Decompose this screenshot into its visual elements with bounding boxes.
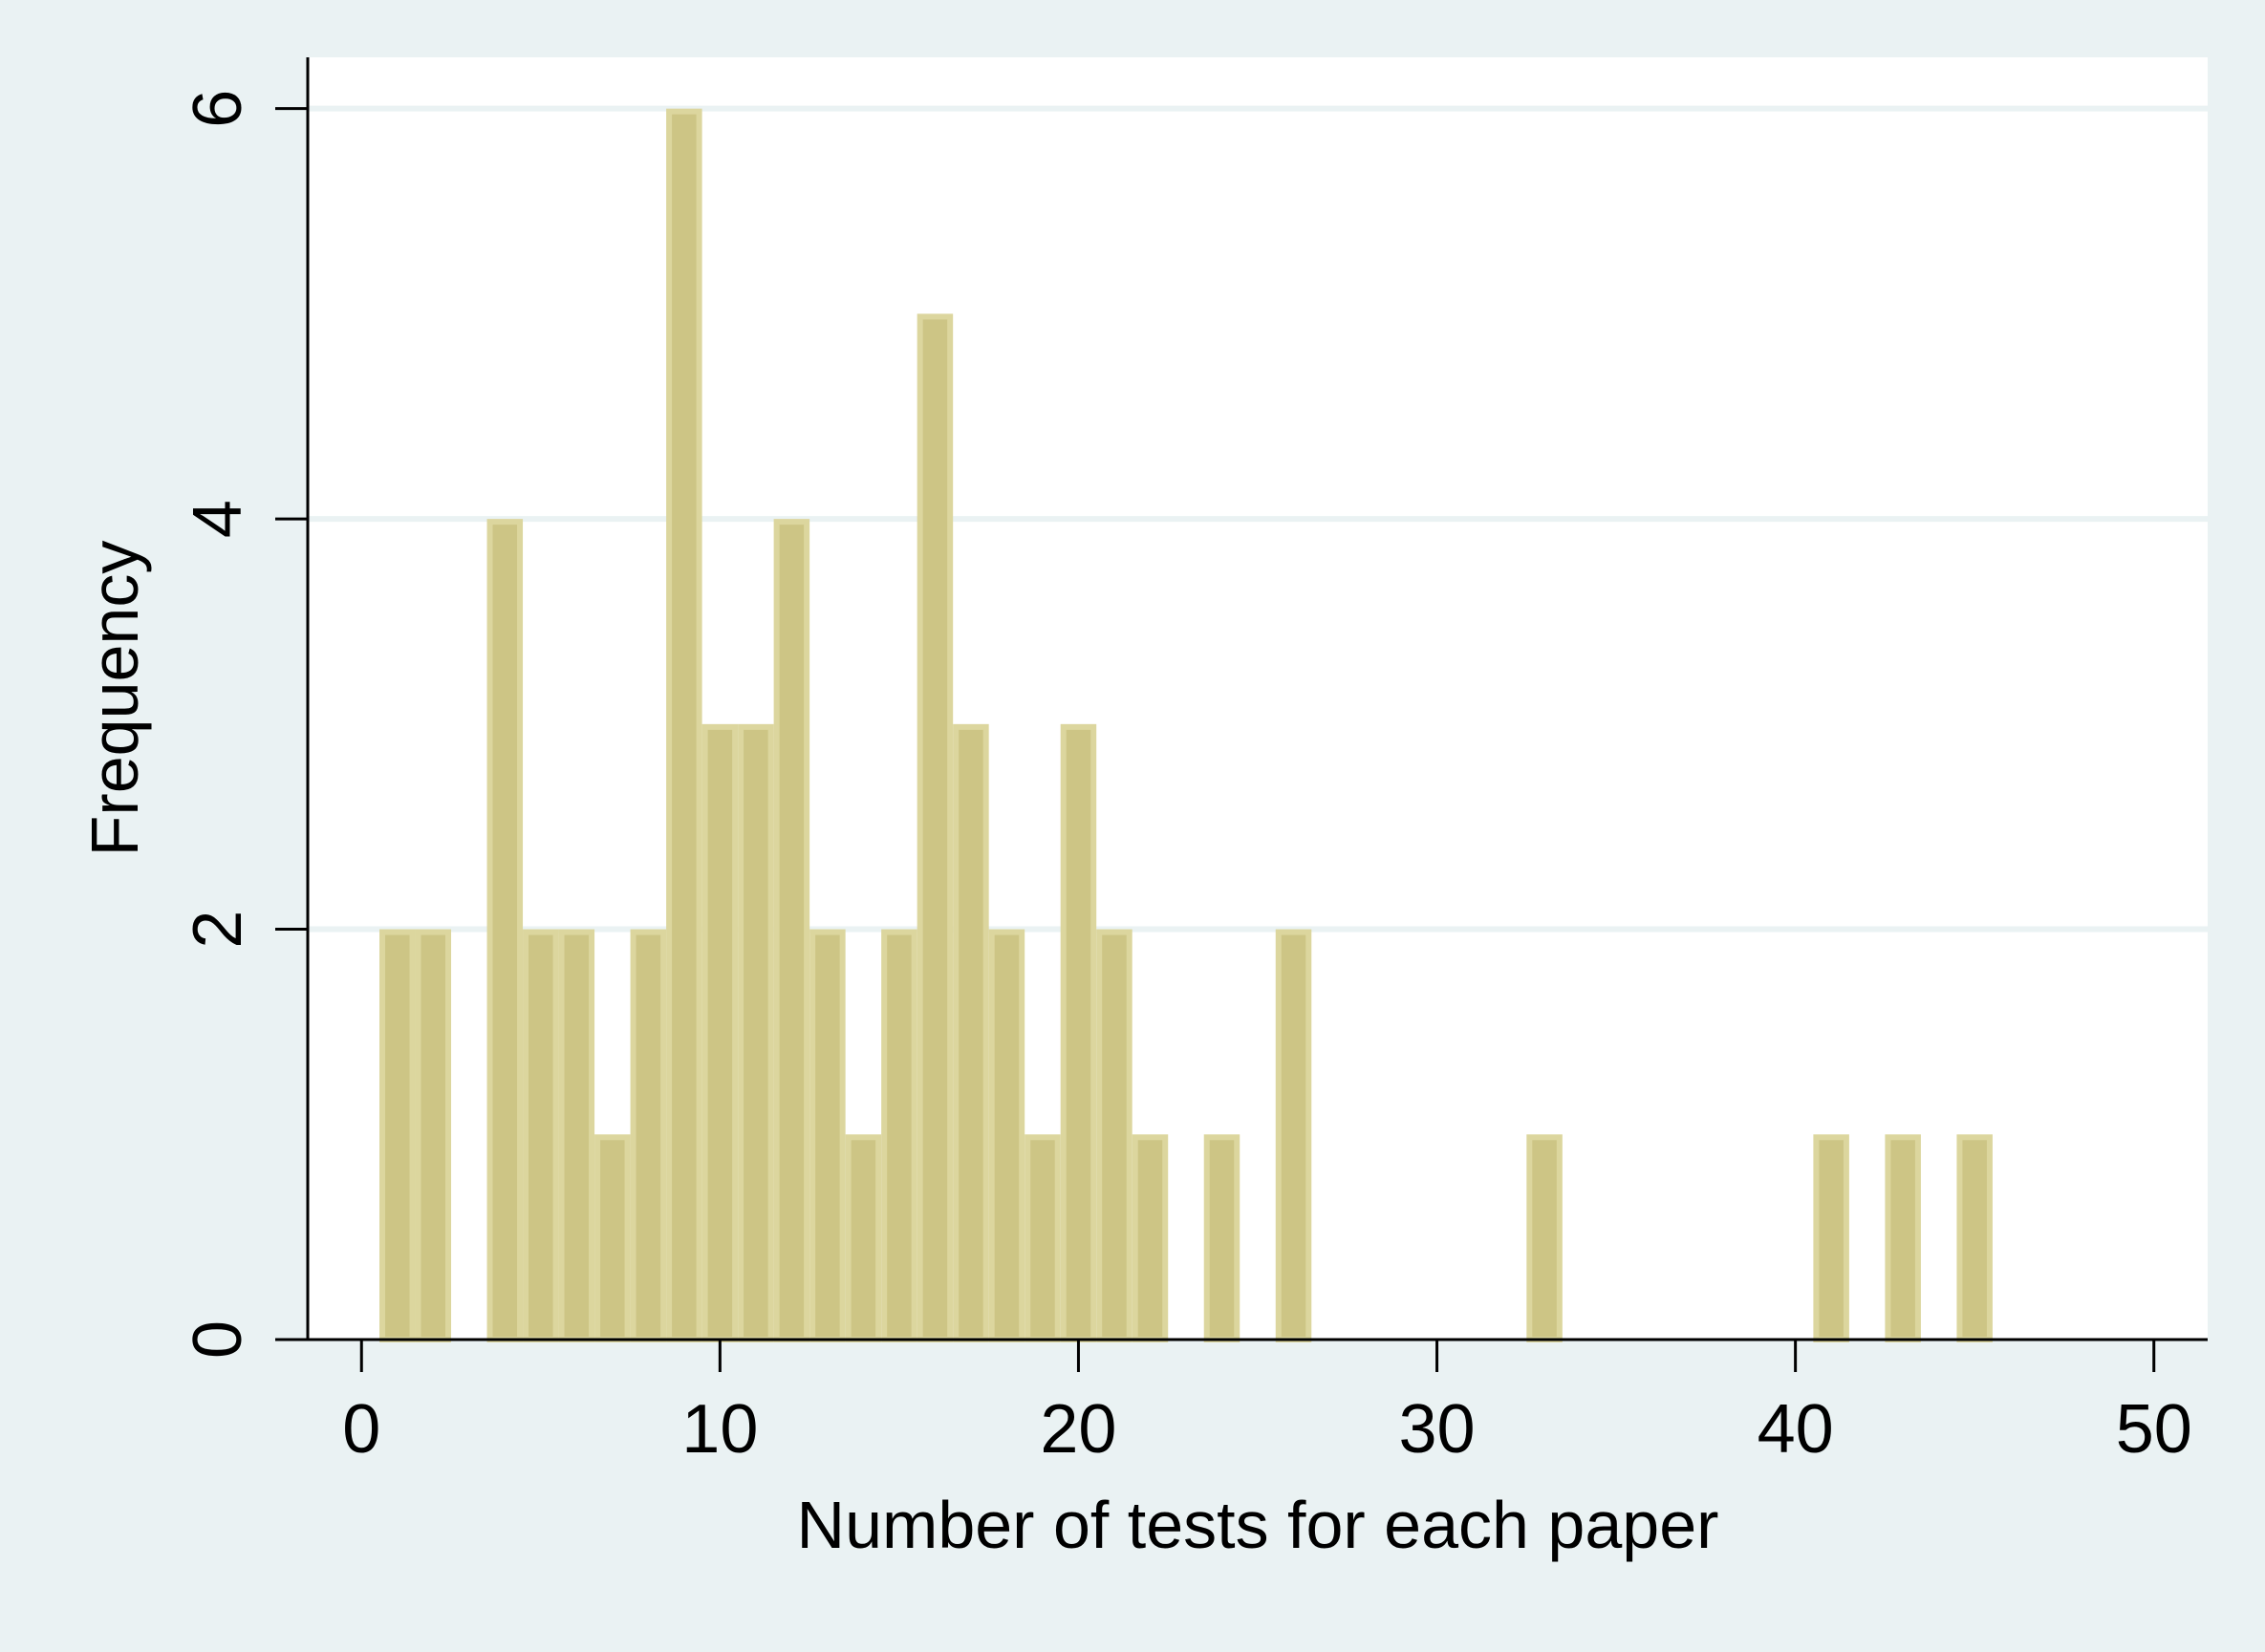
bar-16 xyxy=(917,313,954,1342)
bar-33 xyxy=(1526,1134,1563,1343)
bar-24 xyxy=(1203,1134,1240,1343)
axes xyxy=(306,57,2208,1341)
bar-19 xyxy=(1025,1134,1061,1343)
bar-8 xyxy=(630,929,667,1342)
bar-7 xyxy=(594,1134,631,1343)
gridlines xyxy=(308,105,2208,933)
bar-14 xyxy=(845,1134,882,1343)
x-tick-label-30: 30 xyxy=(1399,1391,1476,1468)
bar-2 xyxy=(415,929,452,1342)
bar-43 xyxy=(1885,1134,1921,1343)
bar-21 xyxy=(1096,929,1132,1342)
bar-17 xyxy=(953,723,989,1342)
x-tick-label-0: 0 xyxy=(342,1391,380,1468)
x-tick-label-50: 50 xyxy=(2116,1391,2192,1468)
bar-41 xyxy=(1813,1134,1849,1343)
bar-5 xyxy=(523,929,559,1342)
bar-18 xyxy=(988,929,1025,1342)
y-tick-label-6: 6 xyxy=(180,90,256,128)
bar-45 xyxy=(1956,1134,1993,1343)
x-tick-label-10: 10 xyxy=(681,1391,758,1468)
y-tick-label-2: 2 xyxy=(180,911,256,949)
bars xyxy=(379,108,1993,1343)
bar-26 xyxy=(1275,929,1312,1342)
x-tick-label-20: 20 xyxy=(1040,1391,1116,1468)
plot-background xyxy=(308,57,2208,1340)
bar-13 xyxy=(809,929,846,1342)
bar-6 xyxy=(558,929,595,1342)
y-tick-label-0: 0 xyxy=(180,1320,256,1359)
y-tick-label-4: 4 xyxy=(180,500,256,538)
bar-4 xyxy=(486,519,524,1342)
x-tick-label-40: 40 xyxy=(1758,1391,1834,1468)
bar-20 xyxy=(1060,723,1097,1342)
bar-11 xyxy=(738,723,774,1342)
bar-12 xyxy=(773,519,810,1342)
y-axis-title: Frequency xyxy=(77,541,152,857)
bar-15 xyxy=(881,929,917,1342)
bar-10 xyxy=(701,723,739,1342)
bar-22 xyxy=(1132,1134,1169,1343)
ticks: 0 10 20 30 40 50 0 2 4 6 xyxy=(180,90,2192,1468)
bar-1 xyxy=(379,929,416,1342)
x-axis-title: Number of tests for each paper xyxy=(797,1488,1719,1562)
bar-9 xyxy=(666,108,702,1342)
